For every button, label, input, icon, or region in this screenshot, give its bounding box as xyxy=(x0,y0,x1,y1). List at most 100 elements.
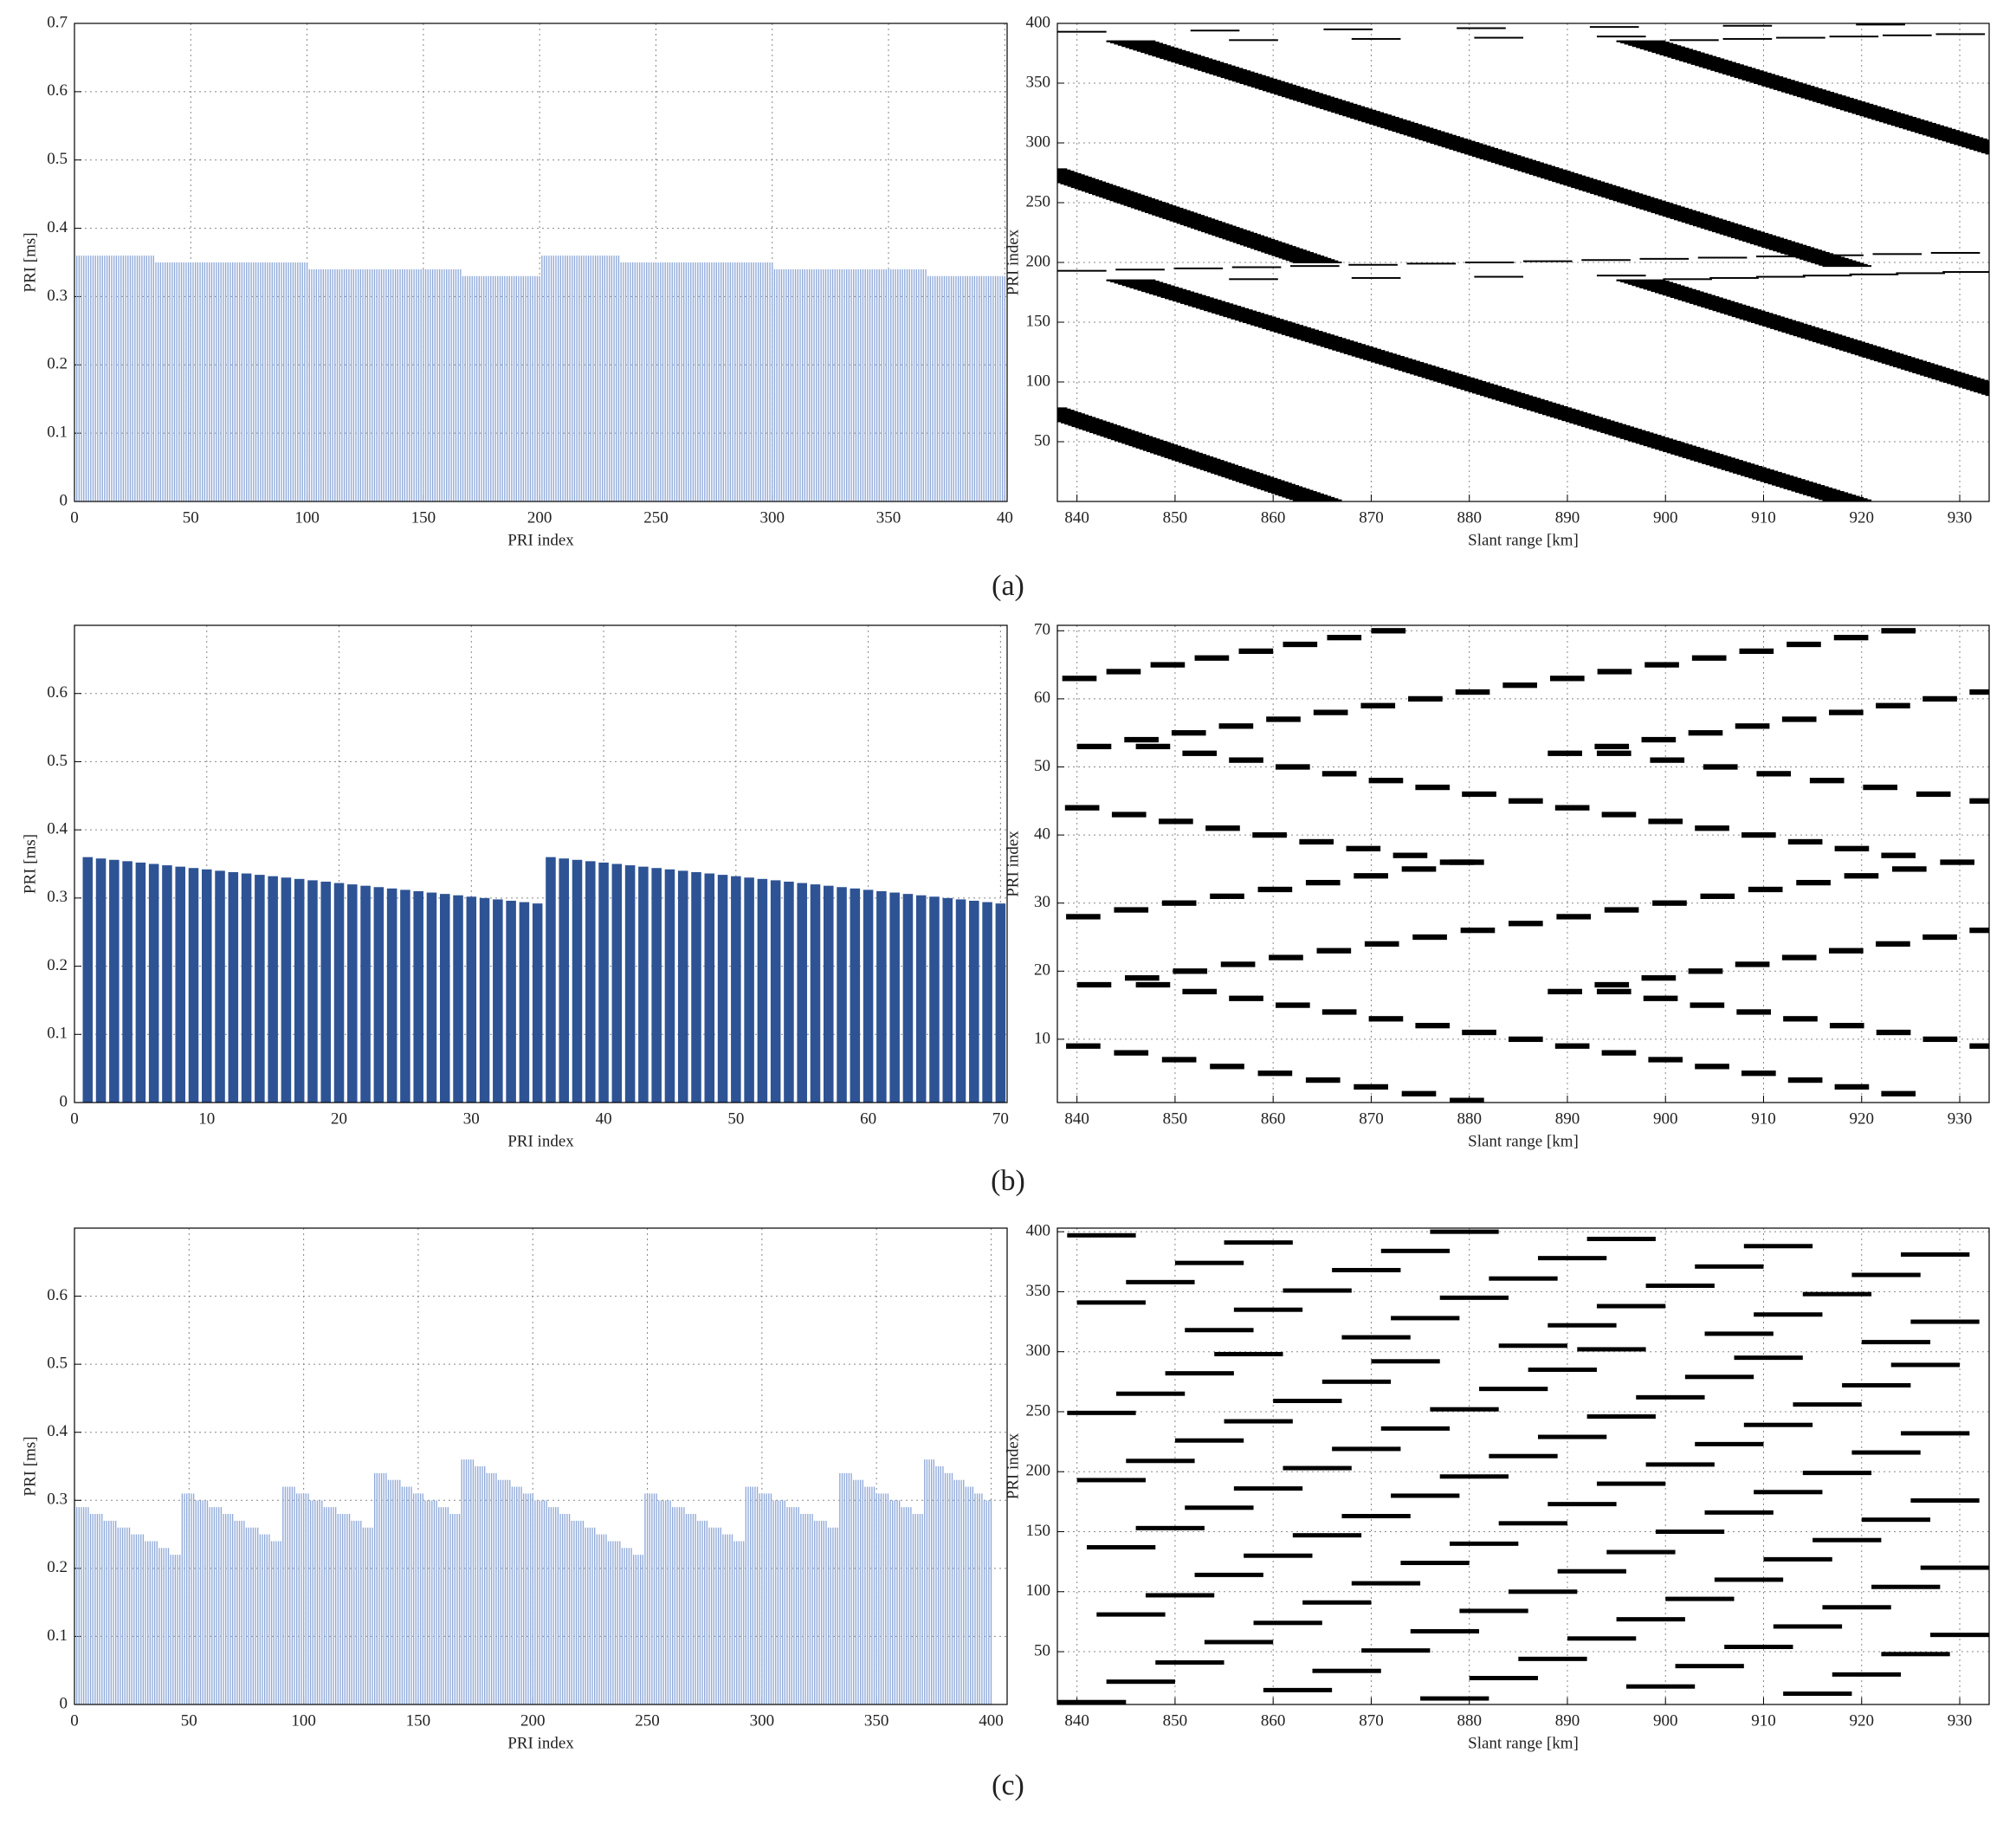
x-tick-label: 50 xyxy=(727,1109,744,1128)
blind-range-dash xyxy=(1965,146,1989,149)
bar xyxy=(204,1500,206,1704)
blind-range-dash xyxy=(1271,254,1321,256)
blind-range-dash xyxy=(1762,325,1812,327)
blind-range-dash xyxy=(1757,244,1807,247)
blind-range-dash xyxy=(1793,334,1843,337)
blind-range-dash xyxy=(1922,1036,1958,1043)
bar xyxy=(527,275,529,501)
blind-range-dash xyxy=(1229,278,1278,281)
blind-range-dash xyxy=(1332,1267,1401,1272)
bar xyxy=(511,275,513,501)
blind-range-dash xyxy=(1704,1331,1774,1336)
blind-range-dash xyxy=(1102,197,1152,199)
blind-range-dash xyxy=(1430,142,1480,144)
bar xyxy=(284,1486,287,1704)
blind-range-dash xyxy=(1639,207,1689,210)
blind-range-dash xyxy=(1220,76,1270,79)
bar xyxy=(420,268,422,501)
blind-range-dash xyxy=(1674,297,1723,300)
blind-range-dash xyxy=(1793,1402,1862,1407)
blind-range-dash xyxy=(1557,417,1607,420)
blind-range-dash xyxy=(1057,177,1092,179)
blind-range-dash xyxy=(1057,410,1075,412)
blind-range-dash xyxy=(1096,433,1146,436)
blind-range-dash xyxy=(1695,1264,1764,1269)
blind-range-dash xyxy=(1643,288,1693,290)
bar xyxy=(605,1534,607,1704)
bar xyxy=(492,275,494,501)
blind-range-dash xyxy=(1809,778,1845,784)
blind-range-dash xyxy=(1691,655,1727,661)
blind-range-dash xyxy=(1215,313,1265,315)
blind-range-dash xyxy=(1236,81,1285,83)
bar xyxy=(731,876,741,1103)
blind-range-dash xyxy=(1114,1050,1149,1056)
blind-range-dash xyxy=(1594,981,1630,988)
bar xyxy=(612,1541,614,1704)
blind-range-dash xyxy=(1684,1374,1754,1380)
bar xyxy=(431,268,434,501)
blind-range-dash xyxy=(1161,1057,1197,1063)
blind-range-dash xyxy=(1697,256,1748,259)
bar xyxy=(935,1466,937,1704)
blind-range-dash xyxy=(1165,1371,1234,1376)
blind-range-dash xyxy=(1174,460,1224,462)
bar xyxy=(559,1514,561,1704)
blind-range-dash xyxy=(1174,1260,1244,1265)
bar xyxy=(341,268,343,501)
blind-range-dash xyxy=(1806,495,1857,497)
blind-range-dash xyxy=(1666,451,1716,454)
blind-range-dash xyxy=(1743,1422,1813,1427)
y-tick-label: 0.3 xyxy=(47,1491,68,1509)
bar xyxy=(394,268,397,501)
blind-range-dash xyxy=(1714,70,1764,73)
x-tick-label: 0 xyxy=(70,1109,79,1128)
blind-range-dash xyxy=(1675,58,1725,61)
blind-range-dash xyxy=(1616,1617,1685,1622)
blind-range-dash xyxy=(1792,255,1841,258)
blind-range-dash xyxy=(1590,191,1639,194)
y-tick-label: 100 xyxy=(1026,1581,1051,1600)
bar xyxy=(241,873,252,1103)
bar xyxy=(606,255,608,501)
blind-range-dash xyxy=(1187,304,1237,307)
bar xyxy=(392,268,394,501)
blind-range-dash xyxy=(1767,482,1818,485)
blind-range-dash xyxy=(1214,1351,1283,1356)
bar xyxy=(827,1527,830,1704)
blind-range-dash xyxy=(1476,392,1526,395)
blind-range-dash xyxy=(1057,417,1096,419)
blind-range-dash xyxy=(1110,42,1160,44)
bar xyxy=(658,1500,660,1704)
bar xyxy=(468,275,471,501)
blind-range-dash xyxy=(1203,469,1253,472)
blind-range-dash xyxy=(1635,285,1685,288)
axes-frame xyxy=(1056,1227,1990,1705)
blind-range-dash xyxy=(1332,1446,1401,1452)
blind-range-dash xyxy=(1498,1343,1567,1349)
blind-range-dash xyxy=(1075,426,1125,429)
blind-range-dash xyxy=(1728,470,1779,473)
bar xyxy=(915,268,917,501)
x-tick-label: 300 xyxy=(759,508,785,527)
blind-range-dash xyxy=(1969,689,1989,695)
blind-range-dash xyxy=(1681,221,1731,223)
blind-range-dash xyxy=(1268,490,1317,493)
blind-range-dash xyxy=(1057,171,1075,173)
blind-range-dash xyxy=(1296,338,1347,340)
bar xyxy=(188,1493,190,1704)
blind-range-dash xyxy=(1522,171,1571,173)
bar xyxy=(620,262,622,501)
blind-range-dash xyxy=(1612,199,1663,202)
blind-range-dash xyxy=(1106,40,1156,42)
bar xyxy=(944,1472,947,1704)
bar xyxy=(942,897,953,1103)
blind-range-dash xyxy=(1698,65,1748,68)
blind-range-dash xyxy=(1126,1459,1195,1464)
blind-range-dash xyxy=(1819,263,1868,266)
blind-range-dash xyxy=(1351,276,1401,279)
blind-range-dash xyxy=(1616,40,1666,42)
blind-range-dash xyxy=(1176,301,1226,303)
blind-range-dash xyxy=(1977,150,1989,152)
bar xyxy=(497,1479,500,1704)
